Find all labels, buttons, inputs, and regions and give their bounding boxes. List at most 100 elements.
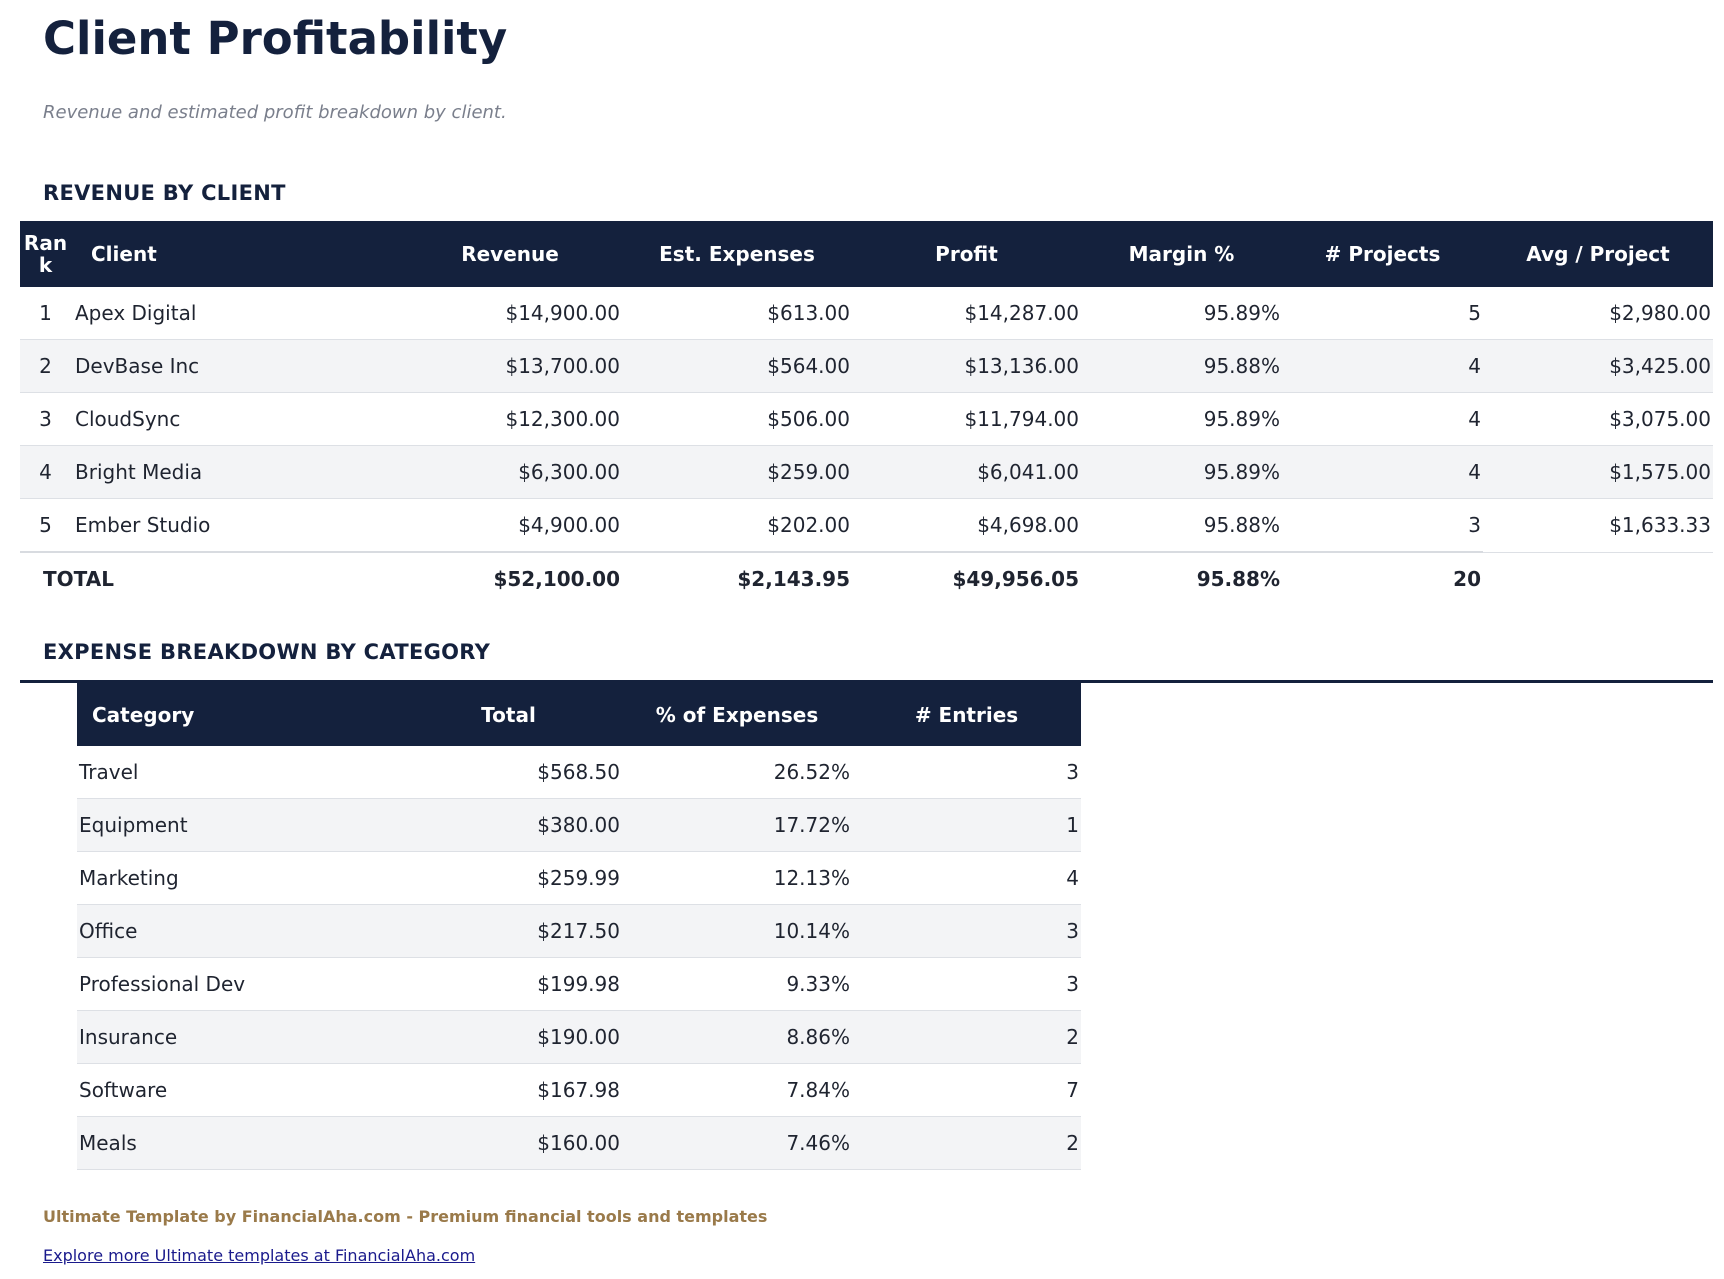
table-cell: 95.89%: [1081, 392, 1282, 446]
table-cell: $259.99: [395, 851, 622, 905]
table-cell: 26.52%: [622, 746, 852, 799]
table-cell: Software: [77, 1063, 395, 1117]
table-row: Professional Dev $199.98 9.33% 3: [77, 957, 1081, 1011]
table-row: 5 Ember Studio $4,900.00 $202.00 $4,698.00 95…: [20, 498, 1713, 553]
table-cell: $13,136.00: [852, 339, 1081, 393]
column-header: # Entries: [852, 683, 1081, 746]
column-header: # Projects: [1282, 221, 1483, 287]
table-row: Insurance $190.00 8.86% 2: [77, 1010, 1081, 1064]
table-row: Equipment $380.00 17.72% 1: [77, 798, 1081, 852]
table-cell: Professional Dev: [77, 957, 395, 1011]
table-cell: 9.33%: [622, 957, 852, 1011]
table-cell: 3: [852, 957, 1081, 1011]
table-cell: $217.50: [395, 904, 622, 958]
table-cell: $4,698.00: [852, 498, 1081, 553]
column-header: Total: [395, 683, 622, 746]
expense-section-heading: EXPENSE BREAKDOWN BY CATEGORY: [43, 640, 491, 664]
table-cell: Equipment: [77, 798, 395, 852]
page-title: Client Profitability: [43, 12, 508, 65]
column-header: Rank: [20, 221, 71, 287]
table-cell: 7.84%: [622, 1063, 852, 1117]
table-cell: DevBase Inc: [71, 339, 398, 393]
revenue-section-heading: REVENUE BY CLIENT: [43, 181, 286, 205]
table-cell: 4: [1282, 445, 1483, 499]
table-cell: 5: [1282, 287, 1483, 340]
footer-link[interactable]: Explore more Ultimate templates at Finan…: [43, 1246, 476, 1265]
total-row: TOTAL $52,100.00 $2,143.95 $49,956.05 95.88%…: [20, 551, 1713, 605]
table-cell: 7: [852, 1063, 1081, 1117]
table-cell: Marketing: [77, 851, 395, 905]
column-header: Category: [77, 683, 395, 746]
table-cell: 2: [852, 1116, 1081, 1170]
table-cell: 8.86%: [622, 1010, 852, 1064]
table-cell: Ember Studio: [71, 498, 398, 553]
total-cell: $49,956.05: [852, 551, 1081, 605]
table-cell: $259.00: [622, 445, 852, 499]
table-cell: 2: [20, 339, 71, 393]
column-header: Revenue: [398, 221, 622, 287]
table-row: Office $217.50 10.14% 3: [77, 904, 1081, 958]
table-row: Meals $160.00 7.46% 2: [77, 1116, 1081, 1170]
table-cell: 95.89%: [1081, 445, 1282, 499]
table-cell: $202.00: [622, 498, 852, 553]
table-cell: 95.88%: [1081, 339, 1282, 393]
table-cell: Bright Media: [71, 445, 398, 499]
revenue-table: Rank Client Revenue Est. Expenses Profit Marg…: [20, 221, 1713, 605]
table-row: 4 Bright Media $6,300.00 $259.00 $6,041.00 95…: [20, 445, 1713, 499]
table-cell: 3: [852, 904, 1081, 958]
table-cell: $1,633.33: [1483, 498, 1713, 553]
table-cell: $14,900.00: [398, 287, 622, 340]
table-cell: $568.50: [395, 746, 622, 799]
table-cell: $564.00: [622, 339, 852, 393]
section-divider: [20, 680, 1713, 683]
total-cell: TOTAL: [20, 551, 398, 605]
table-cell: 1: [852, 798, 1081, 852]
table-cell: $190.00: [395, 1010, 622, 1064]
table-cell: Insurance: [77, 1010, 395, 1064]
table-row: Software $167.98 7.84% 7: [77, 1063, 1081, 1117]
table-cell: $12,300.00: [398, 392, 622, 446]
table-row: Marketing $259.99 12.13% 4: [77, 851, 1081, 905]
table-cell: Apex Digital: [71, 287, 398, 340]
table-cell: 3: [852, 746, 1081, 799]
table-cell: 3: [1282, 498, 1483, 553]
column-header: Margin %: [1081, 221, 1282, 287]
column-header: Client: [71, 221, 398, 287]
table-row: Travel $568.50 26.52% 3: [77, 746, 1081, 799]
table-cell: 7.46%: [622, 1116, 852, 1170]
table-cell: $3,075.00: [1483, 392, 1713, 446]
table-cell: $1,575.00: [1483, 445, 1713, 499]
table-cell: $199.98: [395, 957, 622, 1011]
table-header-row: Category Total% of Expenses # Entries: [77, 683, 1081, 746]
table-cell: $6,041.00: [852, 445, 1081, 499]
table-cell: Office: [77, 904, 395, 958]
table-cell: 17.72%: [622, 798, 852, 852]
table-cell: $14,287.00: [852, 287, 1081, 340]
total-cell: 20: [1282, 551, 1483, 605]
table-cell: $6,300.00: [398, 445, 622, 499]
table-row: 2 DevBase Inc $13,700.00 $564.00 $13,136.00 9…: [20, 339, 1713, 393]
table-cell: $13,700.00: [398, 339, 622, 393]
total-cell: $2,143.95: [622, 551, 852, 605]
table-cell: Travel: [77, 746, 395, 799]
table-cell: 95.89%: [1081, 287, 1282, 340]
table-cell: $2,980.00: [1483, 287, 1713, 340]
total-cell-empty: [1483, 551, 1713, 605]
table-cell: 5: [20, 498, 71, 553]
table-row: 1 Apex Digital $14,900.00 $613.00 $14,287.00…: [20, 287, 1713, 340]
column-header: % of Expenses: [622, 683, 852, 746]
expense-table: Category Total% of Expenses # Entries Trav…: [77, 683, 1081, 1170]
table-cell: 95.88%: [1081, 498, 1282, 553]
table-cell: CloudSync: [71, 392, 398, 446]
page-subtitle: Revenue and estimated profit breakdown b…: [43, 102, 507, 123]
table-cell: $613.00: [622, 287, 852, 340]
table-cell: $11,794.00: [852, 392, 1081, 446]
column-header: Profit: [852, 221, 1081, 287]
table-cell: $167.98: [395, 1063, 622, 1117]
column-header: Avg / Project: [1483, 221, 1713, 287]
total-cell: 95.88%: [1081, 551, 1282, 605]
column-header: Est. Expenses: [622, 221, 852, 287]
total-cell: $52,100.00: [398, 551, 622, 605]
table-row: 3 CloudSync $12,300.00 $506.00 $11,794.00 95.…: [20, 392, 1713, 446]
footer-credit: Ultimate Template by FinancialAha.com - …: [43, 1207, 768, 1226]
